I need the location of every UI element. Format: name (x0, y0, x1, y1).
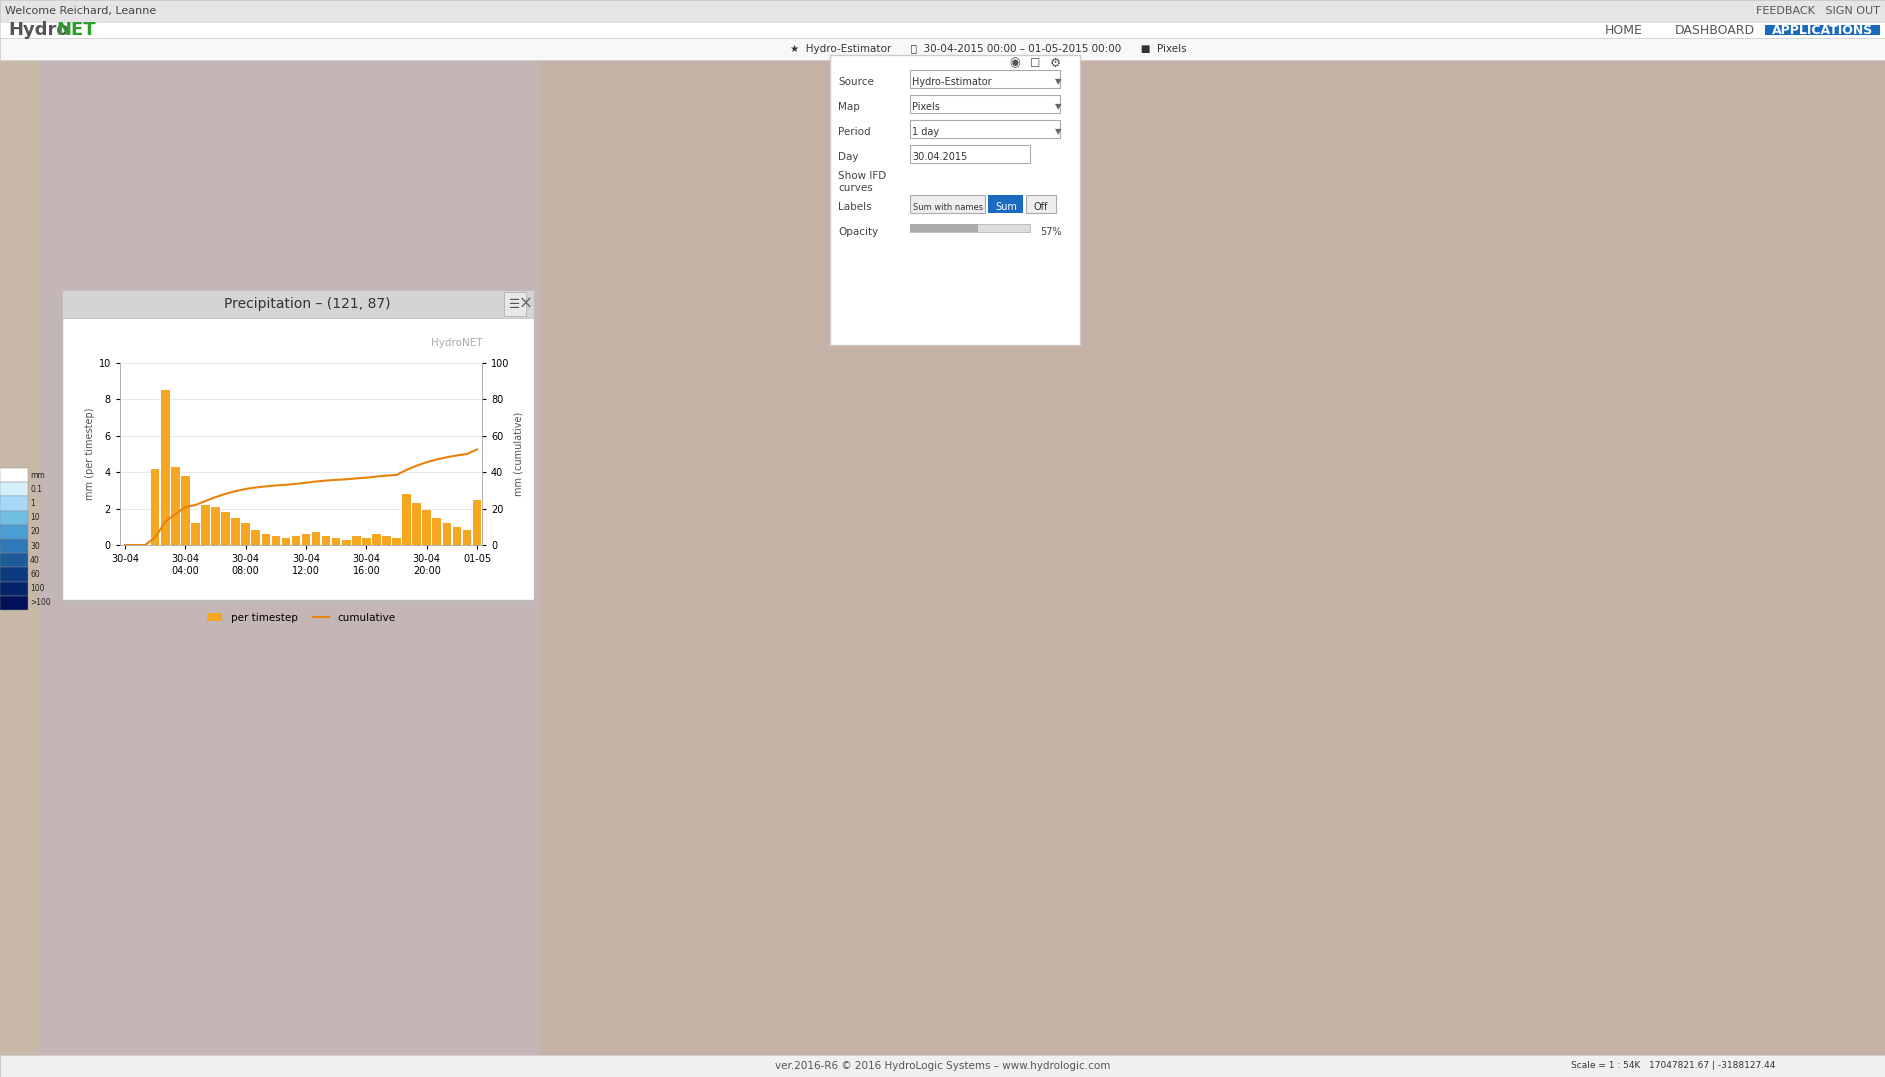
Bar (452, 527, 462, 545)
Bar (413, 503, 420, 545)
Text: ◉: ◉ (1010, 56, 1020, 70)
Text: ★  Hydro-Estimator      📅  30-04-2015 00:00 – 01-05-2015 00:00      ■  Pixels: ★ Hydro-Estimator 📅 30-04-2015 00:00 – 0… (790, 44, 1188, 54)
Text: ver.2016-R6 © 2016 HydroLogic Systems – www.hydrologic.com: ver.2016-R6 © 2016 HydroLogic Systems – … (775, 1061, 1110, 1071)
Bar (443, 523, 451, 545)
Bar (190, 523, 200, 545)
Text: 1 day: 1 day (912, 127, 939, 137)
Text: ▼: ▼ (1056, 127, 1061, 137)
Bar (271, 536, 281, 545)
Bar (281, 537, 290, 545)
Text: Off: Off (1033, 202, 1048, 212)
Text: Map: Map (839, 102, 860, 112)
Text: Show IFD
curves: Show IFD curves (839, 171, 886, 193)
Text: 100: 100 (30, 584, 45, 593)
Text: 40: 40 (30, 556, 40, 564)
Bar (362, 537, 371, 545)
Bar (462, 531, 471, 545)
Text: Day: Day (839, 152, 858, 162)
Text: 30.04.2015: 30.04.2015 (912, 152, 967, 162)
Bar (392, 537, 402, 545)
Bar (160, 390, 170, 545)
Text: 57%: 57% (1041, 227, 1061, 237)
Text: Labels: Labels (839, 202, 871, 212)
Bar (341, 540, 351, 545)
Bar (202, 505, 209, 545)
Bar (151, 468, 160, 545)
Text: 20: 20 (30, 528, 40, 536)
Text: ⚙: ⚙ (1050, 56, 1061, 70)
Bar (232, 518, 239, 545)
Text: Opacity: Opacity (839, 227, 878, 237)
Legend: per timestep, cumulative: per timestep, cumulative (202, 609, 400, 627)
Text: ▼: ▼ (1056, 102, 1061, 112)
Bar (251, 531, 260, 545)
Bar (473, 500, 481, 545)
Bar (311, 532, 320, 545)
Text: Source: Source (839, 76, 875, 87)
Text: ◻: ◻ (1029, 56, 1041, 70)
Text: APPLICATIONS: APPLICATIONS (1772, 24, 1874, 37)
Text: Period: Period (839, 127, 871, 137)
Text: ☰: ☰ (509, 297, 520, 310)
Text: FEEDBACK   SIGN OUT: FEEDBACK SIGN OUT (1757, 6, 1879, 16)
Text: HOME: HOME (1604, 24, 1644, 37)
Text: Welcome Reichard, Leanne: Welcome Reichard, Leanne (6, 6, 156, 16)
Bar (262, 534, 270, 545)
Text: ▼: ▼ (1056, 78, 1061, 86)
Text: Hydro-Estimator: Hydro-Estimator (912, 76, 992, 87)
Bar (383, 536, 390, 545)
Text: NET: NET (57, 20, 96, 39)
Text: Scale = 1 : 54K   17047821.67 | -3188127.44: Scale = 1 : 54K 17047821.67 | -3188127.4… (1570, 1062, 1776, 1071)
Text: >100: >100 (30, 599, 51, 607)
Bar (302, 534, 311, 545)
Bar (402, 494, 411, 545)
Bar (181, 476, 190, 545)
Bar (172, 466, 179, 545)
Text: Hydro: Hydro (8, 20, 68, 39)
Bar (211, 507, 221, 545)
Bar (221, 513, 230, 545)
Text: 60: 60 (30, 570, 40, 579)
Text: 1: 1 (30, 499, 34, 508)
Text: Precipitation – (121, 87): Precipitation – (121, 87) (224, 297, 390, 311)
Y-axis label: mm (cumulative): mm (cumulative) (513, 411, 524, 496)
Bar (322, 536, 330, 545)
Text: HydroNET: HydroNET (430, 338, 483, 349)
Text: 30: 30 (30, 542, 40, 550)
Text: 0.1: 0.1 (30, 485, 41, 493)
Bar (352, 536, 360, 545)
Bar (371, 534, 381, 545)
Text: 10: 10 (30, 514, 40, 522)
Bar (332, 537, 341, 545)
Bar (432, 518, 441, 545)
Bar (292, 536, 300, 545)
Bar (422, 510, 432, 545)
Text: mm: mm (30, 471, 45, 479)
Text: Sum: Sum (995, 202, 1016, 212)
Y-axis label: mm (per timestep): mm (per timestep) (85, 408, 94, 500)
Text: Sum with names: Sum with names (912, 202, 984, 211)
Text: DASHBOARD: DASHBOARD (1676, 24, 1755, 37)
Text: ×: × (518, 295, 533, 313)
Bar (241, 523, 251, 545)
Text: Pixels: Pixels (912, 102, 941, 112)
